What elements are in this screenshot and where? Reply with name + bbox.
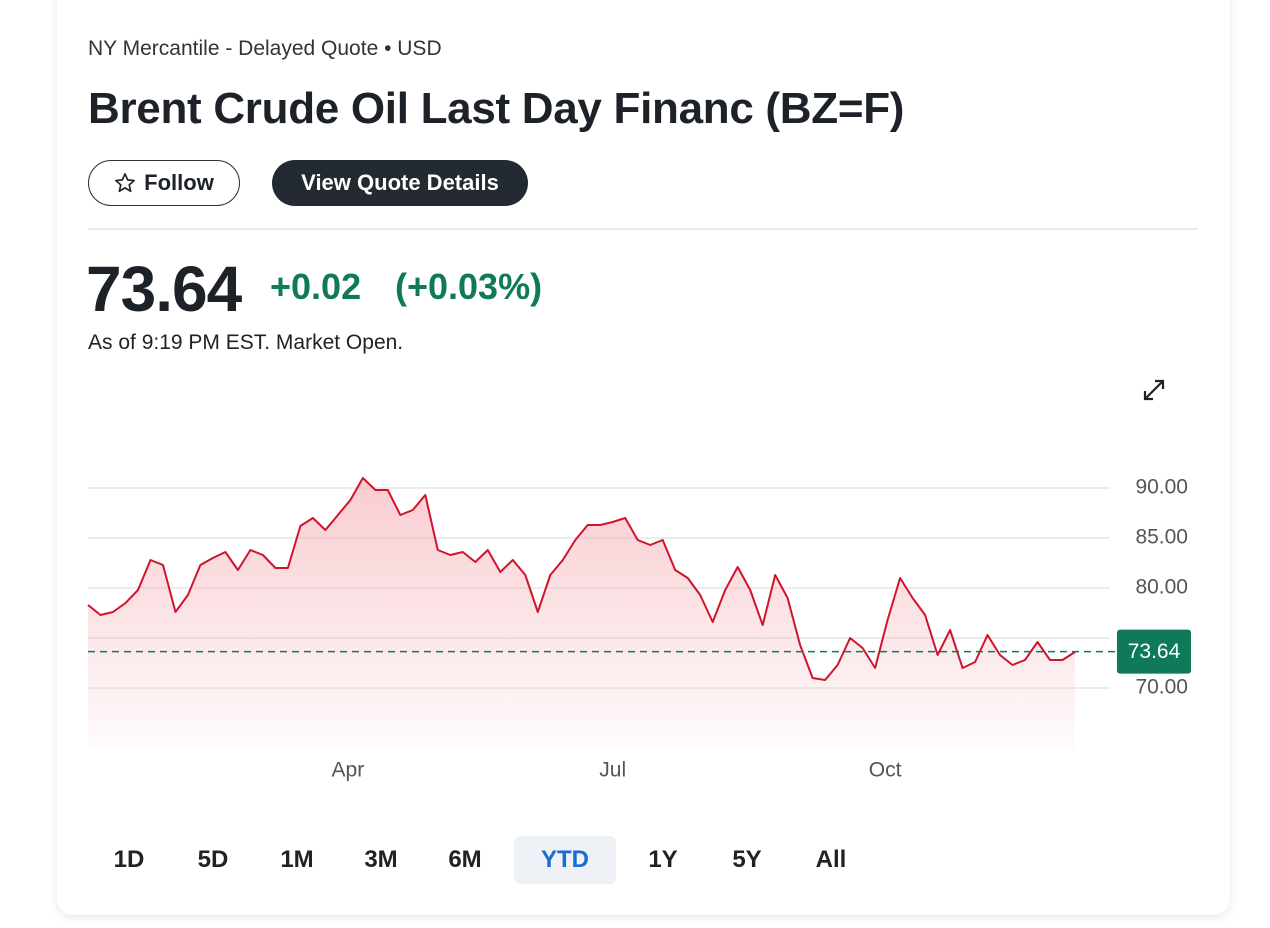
exchange: NY Mercantile - Delayed Quote • USD [88,37,442,60]
star-icon [115,173,136,193]
x-tick-label: Oct [869,759,902,782]
y-tick-label: 90.00 [1135,476,1188,499]
x-tick-label: Jul [599,759,626,782]
price: 73.64 [86,253,242,325]
expand-icon[interactable] [1143,379,1165,401]
range-button[interactable]: 1Y [648,846,678,873]
y-tick-label: 70.00 [1135,676,1188,699]
range-button[interactable]: 1D [113,846,145,873]
area [88,478,1075,748]
y-tick-label: 85.00 [1135,526,1188,549]
quote-card [57,0,1230,915]
range-button[interactable]: 5Y [732,846,762,873]
last-price-box [1117,629,1191,674]
details-button[interactable]: View Quote Details [272,160,528,206]
change-pct: (+0.03%) [395,266,543,307]
x-tick-label: Apr [332,759,365,782]
separator [88,228,1198,230]
range-button[interactable]: 6M [448,846,482,873]
follow-label: Follow [144,170,214,195]
range-button[interactable]: All [815,846,847,873]
range-selector: 1D 5D 1M 3M 6M YTD 1Y 5Y All [88,836,874,884]
quote-title: Brent Crude Oil Last Day Financ (BZ=F) [88,84,905,133]
range-button[interactable]: 3M [364,846,398,873]
range-button[interactable]: YTD [514,836,616,884]
last-price-label: 73.64 [1128,640,1181,663]
range-button[interactable]: 1M [280,846,314,873]
status: As of 9:19 PM EST. Market Open. [88,331,404,354]
y-tick-label: 80.00 [1135,576,1188,599]
range-button[interactable]: 5D [197,846,229,873]
change: +0.02 [270,266,362,307]
price-line [87,477,1076,681]
follow-button[interactable]: Follow [88,160,240,206]
